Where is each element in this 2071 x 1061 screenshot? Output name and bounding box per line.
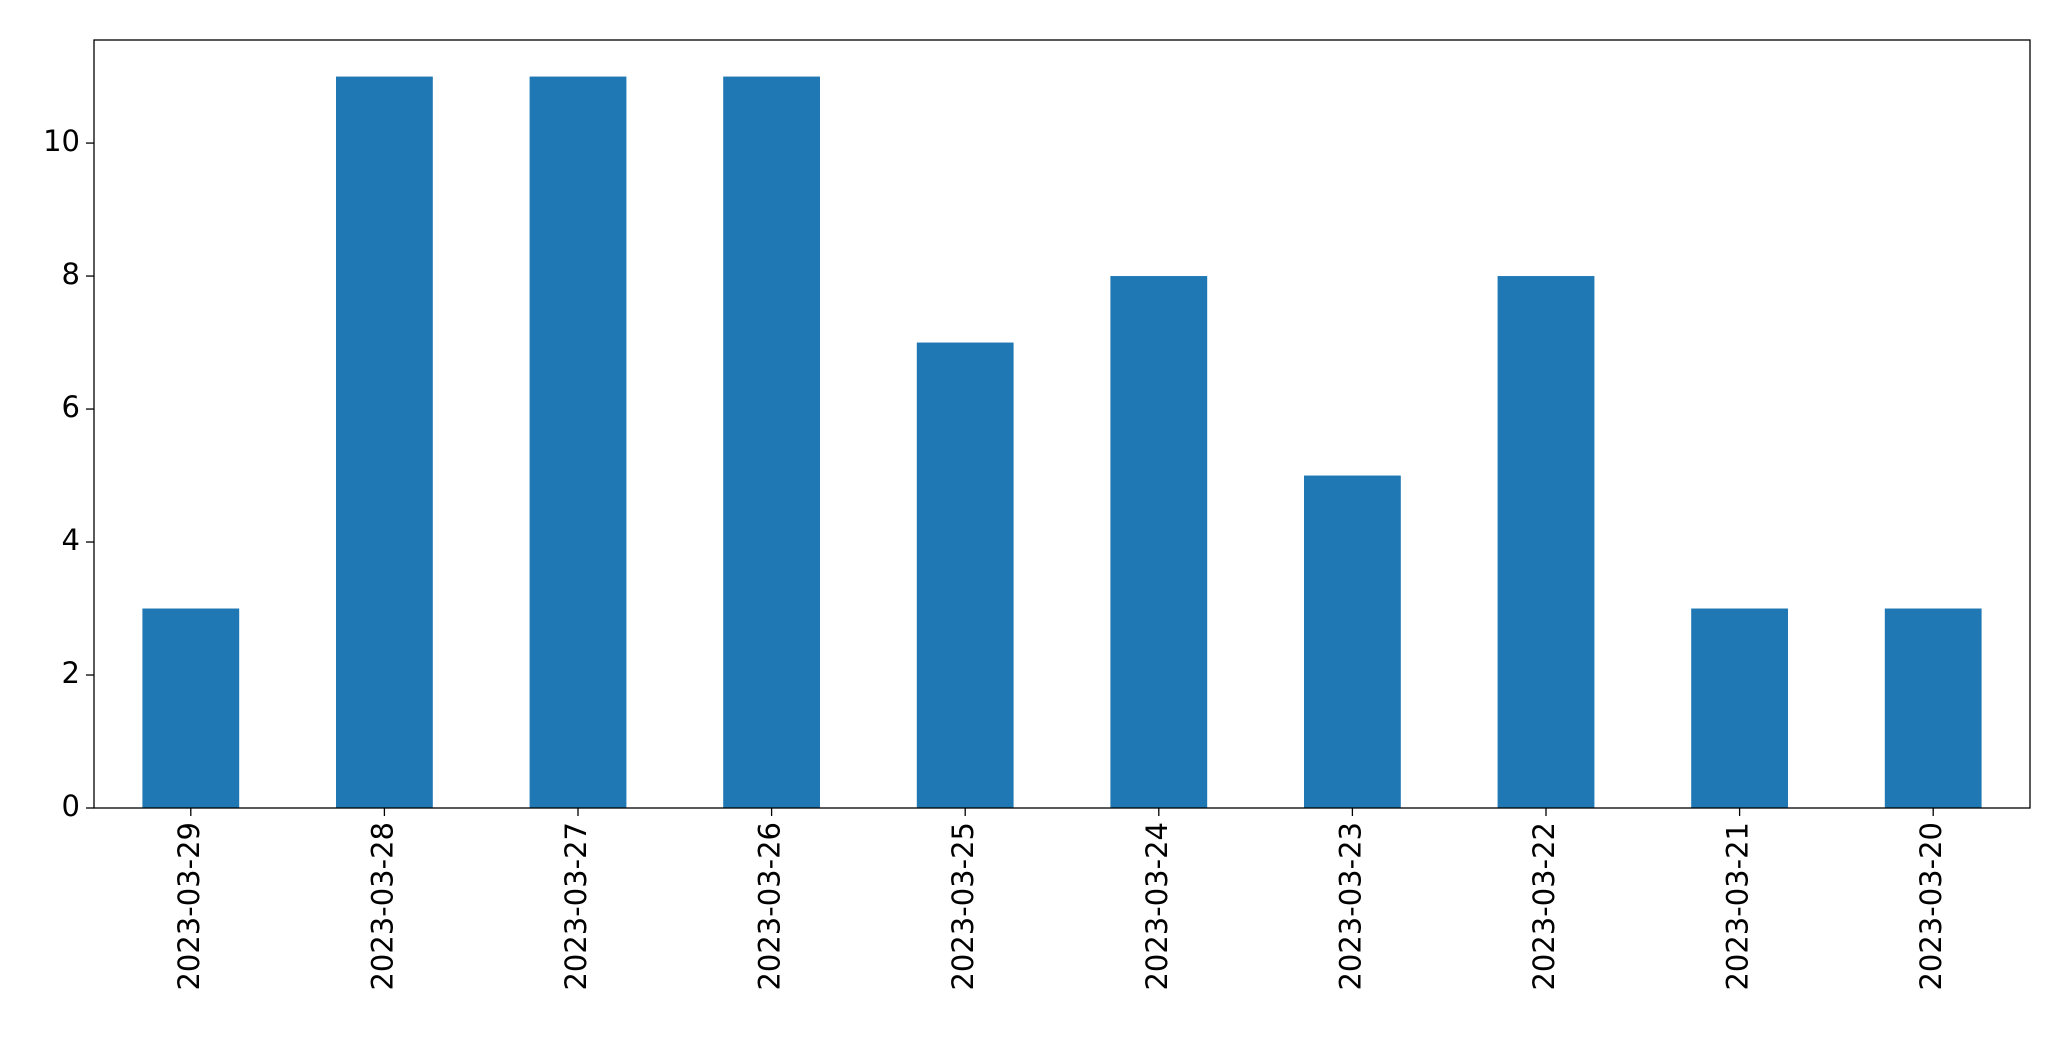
bar	[1691, 608, 1788, 808]
x-tick-label: 2023-03-29	[172, 822, 206, 991]
bar	[916, 342, 1014, 808]
bar	[1110, 276, 1208, 808]
x-tick-label: 2023-03-27	[559, 822, 593, 991]
bar	[529, 76, 627, 809]
y-tick-label: 0	[62, 789, 80, 823]
y-tick-label: 4	[62, 523, 80, 557]
x-tick-label: 2023-03-24	[1140, 822, 1174, 991]
x-tick-label: 2023-03-23	[1333, 822, 1367, 991]
bar	[142, 608, 240, 808]
x-tick-label: 2023-03-28	[365, 822, 399, 991]
bar	[336, 76, 433, 809]
y-tick-label: 8	[62, 257, 80, 291]
x-tick-label: 2023-03-22	[1527, 822, 1561, 991]
bar	[723, 76, 820, 809]
bar	[1884, 608, 1982, 808]
bar	[1497, 276, 1595, 808]
y-tick-label: 2	[62, 656, 80, 690]
x-tick-label: 2023-03-21	[1721, 822, 1755, 991]
x-tick-label: 2023-03-25	[946, 822, 980, 991]
y-tick-label: 6	[62, 390, 80, 424]
plot-frame	[93, 39, 2031, 809]
x-tick-label: 2023-03-20	[1914, 822, 1948, 991]
y-tick-label: 10	[43, 124, 80, 158]
bar	[1304, 475, 1401, 808]
x-tick-label: 2023-03-26	[753, 822, 787, 991]
